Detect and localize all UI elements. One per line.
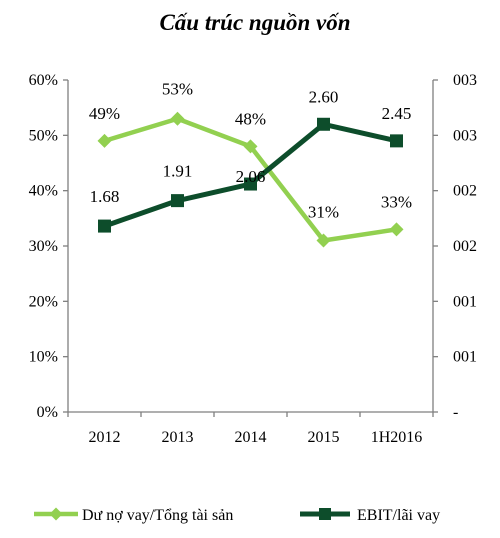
series-2-data-label: 1.68 bbox=[90, 187, 120, 206]
x-axis-tick-label: 2015 bbox=[308, 429, 340, 446]
x-axis-tick-label: 2012 bbox=[89, 429, 121, 446]
series-2-data-label: 2.45 bbox=[382, 104, 412, 123]
right-axis-tick-label: 001 bbox=[453, 349, 477, 366]
left-axis-tick-label: 60% bbox=[29, 72, 58, 89]
left-axis-tick-label: 10% bbox=[29, 349, 58, 366]
legend-label-1: Dư nợ vay/Tổng tài sản bbox=[82, 507, 233, 524]
right-axis-tick-label: 001 bbox=[453, 293, 477, 310]
left-axis-tick-label: 30% bbox=[29, 238, 58, 255]
series-1-point bbox=[170, 111, 185, 126]
series-2-point bbox=[244, 177, 257, 191]
series-1-point bbox=[389, 222, 404, 237]
series-1-point bbox=[97, 133, 112, 148]
series-1-data-label: 48% bbox=[235, 109, 266, 128]
series-2-point bbox=[98, 219, 111, 233]
right-axis-tick-label: 003 bbox=[453, 127, 477, 144]
series-2-data-label: 2.60 bbox=[309, 87, 339, 106]
series-1-data-label: 31% bbox=[308, 202, 339, 221]
series-2-point bbox=[390, 134, 403, 148]
x-axis-tick-label: 2014 bbox=[235, 429, 267, 446]
axes-layer: 0% 10% 20% 30% 40% 50% 60% - 001 001 002 002 003 003 2… bbox=[29, 72, 477, 446]
series-1-point bbox=[243, 139, 258, 154]
right-axis-tick-label: 002 bbox=[453, 238, 477, 255]
left-axis-tick-label: 20% bbox=[29, 293, 58, 310]
series-2-point bbox=[171, 194, 184, 208]
legend-label-2: EBIT/lãi vay bbox=[357, 507, 440, 524]
series-1-point bbox=[316, 233, 331, 248]
left-axis-tick-label: 40% bbox=[29, 183, 58, 200]
series-2-point bbox=[317, 117, 330, 131]
x-axis-tick-label: 1H2016 bbox=[371, 429, 423, 446]
right-axis-tick-label: - bbox=[453, 404, 458, 421]
chart-title: Cấu trúc nguồn vốn bbox=[159, 10, 350, 35]
left-axis-tick-label: 50% bbox=[29, 127, 58, 144]
series-layer bbox=[97, 111, 404, 248]
series-2-data-label: 2.06 bbox=[236, 167, 266, 186]
left-axis-tick-label: 0% bbox=[37, 404, 58, 421]
legend: Dư nợ vay/Tổng tài sản EBIT/lãi vay bbox=[34, 507, 440, 524]
right-axis-tick-label: 002 bbox=[453, 183, 477, 200]
data-labels-layer: 49% 53% 48% 31% 33% 1.68 1.91 2.06 2.60 2.45 bbox=[89, 80, 412, 222]
series-1-data-label: 53% bbox=[162, 80, 193, 99]
series-2-data-label: 1.91 bbox=[163, 162, 193, 181]
legend-marker-1 bbox=[49, 507, 63, 521]
right-axis-tick-label: 003 bbox=[453, 72, 477, 89]
series-1-data-label: 49% bbox=[89, 104, 120, 123]
series-1-data-label: 33% bbox=[381, 192, 412, 211]
legend-marker-2 bbox=[319, 508, 331, 520]
x-axis-tick-label: 2013 bbox=[162, 429, 194, 446]
